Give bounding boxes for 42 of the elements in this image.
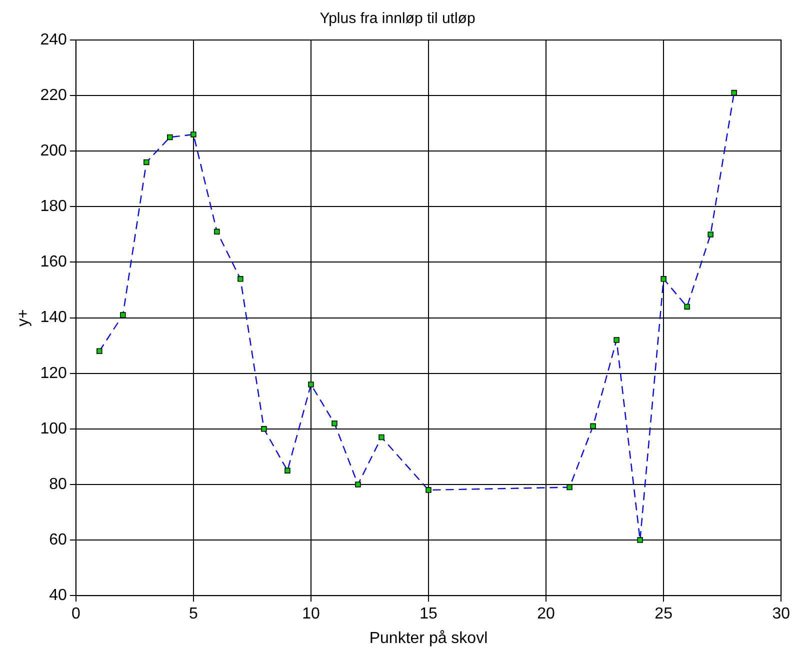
y-tick-label: 60 (49, 531, 67, 548)
y-tick-label: 220 (40, 86, 67, 104)
point (660, 276, 666, 282)
point (378, 434, 384, 440)
point (731, 90, 737, 96)
point (426, 487, 432, 493)
x-tick-label: 15 (420, 606, 438, 623)
x-tick-label: 30 (772, 606, 790, 623)
point (214, 228, 220, 235)
y-tick-label: 80 (49, 476, 67, 493)
chart-title: Yplus fra innløp til utløp (320, 10, 476, 28)
x-tick-label: 25 (654, 606, 673, 623)
x-tick-label: 10 (302, 606, 320, 623)
y-tick-label: 100 (40, 420, 67, 438)
y-tick-label: 40 (49, 587, 67, 604)
point (332, 420, 338, 426)
x-axis-title: Punkter på skovl (369, 630, 488, 647)
point (708, 232, 714, 238)
point (144, 159, 150, 166)
point (120, 312, 126, 318)
point (190, 132, 196, 138)
y-tick-label: 120 (40, 364, 67, 382)
point (261, 426, 267, 432)
point (96, 348, 102, 354)
y-tick-label: 180 (40, 198, 67, 216)
point (684, 304, 690, 310)
point (614, 337, 620, 343)
point (637, 537, 643, 543)
point (590, 423, 596, 430)
x-tick-label: 0 (71, 606, 80, 623)
y-axis-title: y+ (15, 309, 32, 326)
y-tick-label: 200 (40, 142, 67, 160)
y-tick-label: 140 (40, 309, 67, 326)
point (355, 482, 361, 488)
y-tick-label: 240 (40, 31, 67, 48)
point (238, 276, 244, 282)
point (308, 382, 314, 388)
point (284, 468, 290, 474)
x-tick-label: 5 (188, 606, 198, 623)
x-tick-label: 20 (537, 606, 556, 623)
point (167, 134, 173, 140)
y-tick-label: 160 (40, 254, 67, 271)
